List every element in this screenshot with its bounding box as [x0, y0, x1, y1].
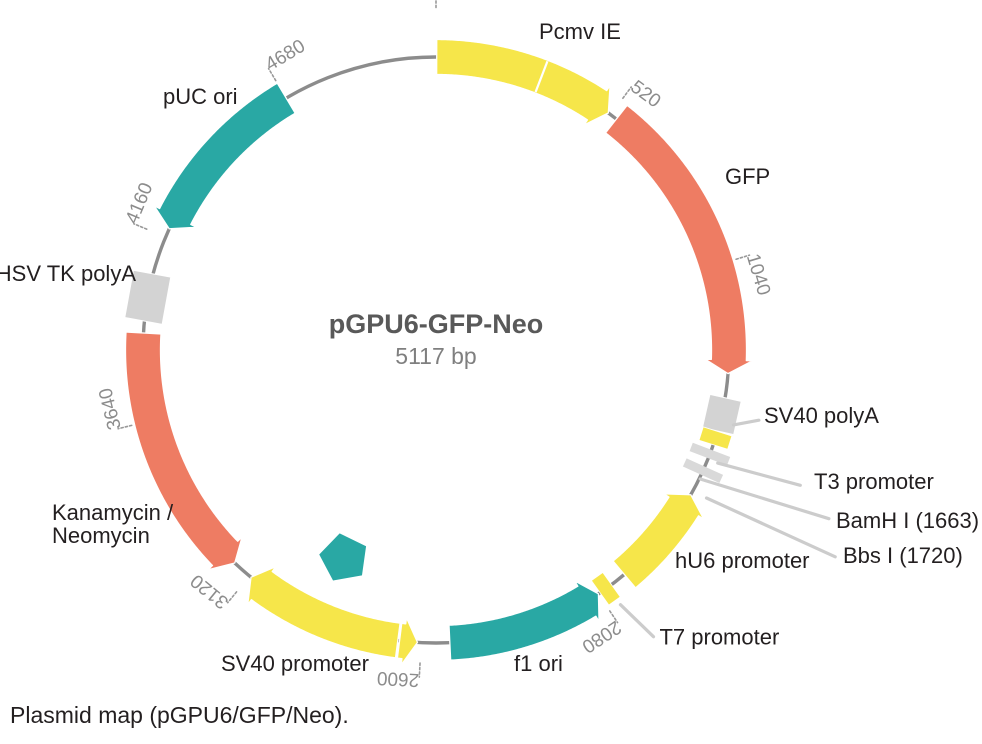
svg-text:T3 promoter: T3 promoter: [814, 469, 934, 494]
svg-text:4680: 4680: [262, 36, 309, 76]
svg-text:5117 bp: 5117 bp: [395, 343, 476, 369]
svg-text:T7 promoter: T7 promoter: [659, 625, 779, 650]
svg-text:3640: 3640: [95, 386, 126, 432]
svg-text:Pcmv IE: Pcmv IE: [539, 19, 621, 44]
svg-text:Neomycin: Neomycin: [52, 523, 150, 548]
svg-text:pGPU6-GFP-Neo: pGPU6-GFP-Neo: [329, 309, 544, 339]
svg-text:BamH I (1663): BamH I (1663): [836, 508, 979, 533]
svg-text:1040: 1040: [742, 251, 774, 298]
svg-text:2600: 2600: [376, 667, 419, 690]
svg-text:GFP: GFP: [725, 164, 770, 189]
svg-text:3120: 3120: [187, 570, 233, 613]
svg-text:4160: 4160: [122, 180, 158, 227]
svg-text:hU6 promoter: hU6 promoter: [675, 548, 810, 573]
svg-text:520: 520: [626, 77, 664, 113]
svg-text:SV40 promoter: SV40 promoter: [221, 651, 369, 676]
svg-text:HSV TK polyA: HSV TK polyA: [0, 261, 136, 286]
svg-text:f1 ori: f1 ori: [514, 651, 563, 676]
svg-text:Kanamycin /: Kanamycin /: [52, 500, 174, 525]
svg-text:SV40 polyA: SV40 polyA: [764, 403, 879, 428]
svg-text:pUC ori: pUC ori: [163, 84, 238, 109]
svg-text:Bbs I (1720): Bbs I (1720): [843, 543, 963, 568]
